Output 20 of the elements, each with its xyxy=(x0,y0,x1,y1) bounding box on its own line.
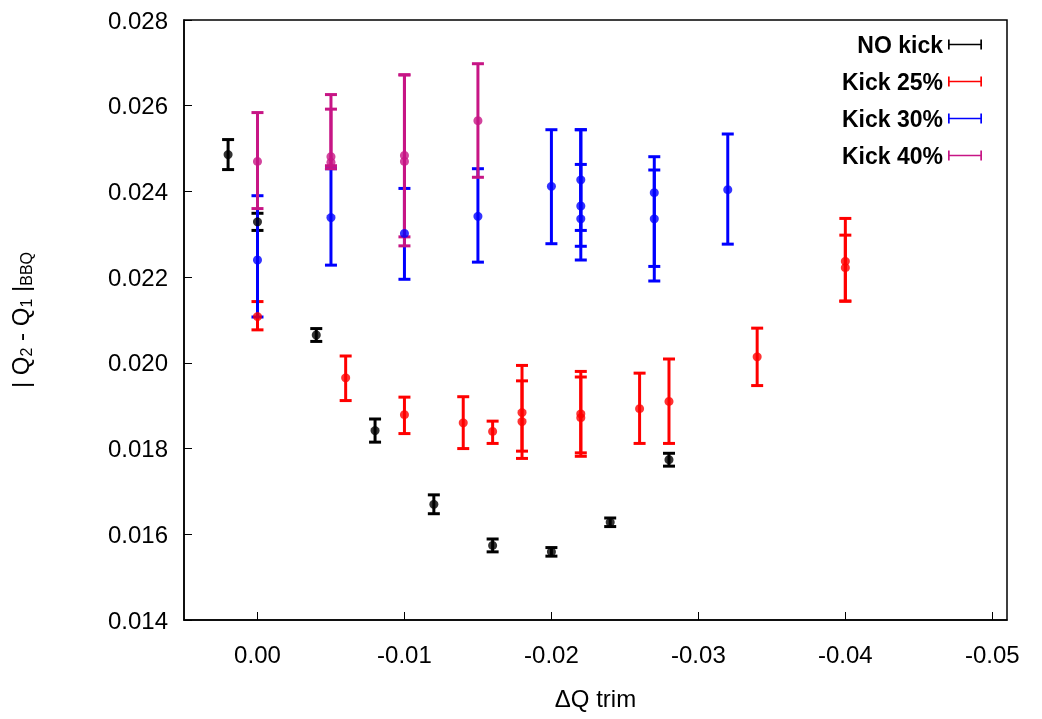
x-axis-title: ΔQ trim xyxy=(554,684,637,712)
legend-label: Kick 30% xyxy=(841,105,943,132)
y-tick-label: 0.014 xyxy=(107,606,168,634)
y-tick-label: 0.024 xyxy=(107,177,168,205)
x-tick-label: -0.05 xyxy=(964,640,1020,668)
x-tick-label: -0.03 xyxy=(671,640,726,668)
x-tick-label: -0.01 xyxy=(377,640,432,668)
x-tick-label: -0.04 xyxy=(817,640,873,668)
legend-label: Kick 40% xyxy=(841,142,943,169)
y-tick-label: 0.028 xyxy=(107,6,168,34)
legend-label: Kick 25% xyxy=(841,68,943,95)
y-tick-label: 0.026 xyxy=(107,92,168,120)
y-tick-label: 0.020 xyxy=(107,349,168,377)
x-tick-label: -0.02 xyxy=(524,640,579,668)
legend-label: NO kick xyxy=(857,31,944,58)
y-tick-label: 0.018 xyxy=(107,435,168,463)
x-tick-label: 0.00 xyxy=(234,640,281,668)
y-tick-label: 0.016 xyxy=(107,520,168,548)
y-axis-title: | Q2 - Q1 |BBQ xyxy=(6,251,35,389)
y-tick-label: 0.022 xyxy=(107,263,168,291)
